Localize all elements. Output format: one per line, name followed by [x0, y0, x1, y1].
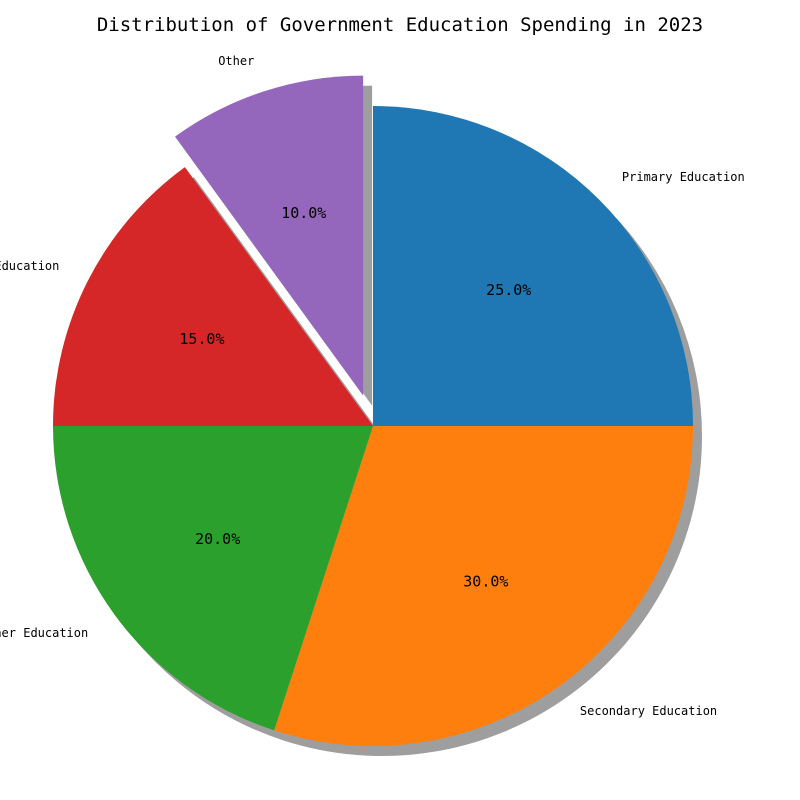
slice-higher-education [53, 426, 373, 731]
slice-label-higher-education: Higher Education [0, 626, 88, 640]
pct-label-higher-education: 20.0% [195, 530, 240, 548]
slice-label-secondary-education: Secondary Education [580, 704, 717, 718]
slices [53, 75, 693, 746]
slice-label-other: Other [218, 54, 254, 68]
slice-secondary-education [274, 426, 693, 746]
slice-label-special-education: Special Education [0, 259, 59, 273]
pct-label-secondary-education: 30.0% [463, 572, 508, 590]
chart-title: Distribution of Government Education Spe… [96, 14, 704, 36]
pct-label-other: 10.0% [281, 204, 326, 222]
slice-special-education [53, 167, 373, 426]
pct-label-special-education: 15.0% [179, 330, 224, 348]
slice-labels: Primary Education 25.0% Secondary Educatio… [0, 54, 745, 718]
slice-other [175, 75, 364, 396]
pct-label-primary-education: 25.0% [486, 281, 531, 299]
slice-label-primary-education: Primary Education [622, 170, 745, 184]
slice-primary-education [373, 106, 693, 426]
